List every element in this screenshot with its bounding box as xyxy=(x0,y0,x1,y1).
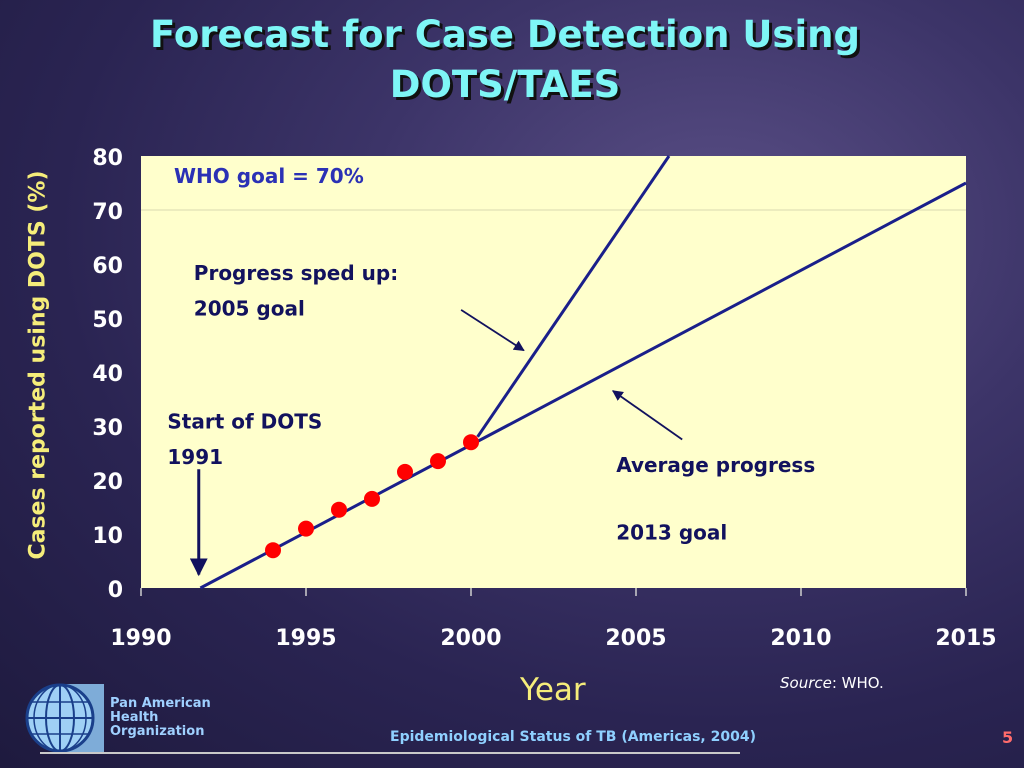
annotation-text: WHO goal = 70% xyxy=(174,164,364,188)
y-tick-label: 60 xyxy=(92,254,123,279)
org-line-3: Organization xyxy=(110,724,205,739)
plot-area xyxy=(141,156,966,588)
data-point xyxy=(298,520,314,537)
data-point xyxy=(397,463,413,480)
y-tick-label: 70 xyxy=(92,200,123,225)
page-number: 5 xyxy=(1002,728,1014,747)
org-line-1: Pan American xyxy=(110,696,211,711)
y-axis-label: Cases reported using DOTS (%) xyxy=(25,170,51,560)
source-note: Source: WHO. xyxy=(780,674,884,692)
annotation-text: 1991 xyxy=(167,445,223,469)
annotation-arrow xyxy=(612,390,683,441)
average-progress-line xyxy=(199,181,967,590)
y-tick-label: 0 xyxy=(108,578,123,603)
x-tick-label: 2010 xyxy=(770,626,831,651)
annotation-text: Start of DOTS xyxy=(167,410,322,434)
x-tick-label: 2000 xyxy=(440,626,501,651)
y-tick-label: 50 xyxy=(92,308,123,333)
annotation-arrow xyxy=(460,309,525,352)
paho-globe-logo xyxy=(25,683,104,754)
data-point xyxy=(364,490,380,507)
y-tick-label: 80 xyxy=(92,146,123,171)
slide-title: Forecast for Case Detection Using DOTS/T… xyxy=(0,10,1010,110)
y-tick-label: 20 xyxy=(92,470,123,495)
x-tick-label: 1990 xyxy=(110,626,171,651)
source-label: Source xyxy=(780,674,832,692)
data-point xyxy=(265,542,281,559)
organization-name: Pan American Health Organization xyxy=(110,697,211,739)
source-value: : WHO. xyxy=(831,674,884,692)
footer-divider xyxy=(40,752,740,754)
y-tick-label: 30 xyxy=(92,416,123,441)
x-tick-label: 2015 xyxy=(935,626,996,651)
x-axis-label: Year xyxy=(520,672,586,708)
annotation-text: 2013 goal xyxy=(616,520,727,544)
x-tick-label: 2005 xyxy=(605,626,666,651)
sped-up-progress-line xyxy=(476,155,671,438)
y-tick-label: 10 xyxy=(92,524,123,549)
data-point xyxy=(331,501,347,518)
data-point xyxy=(463,434,479,451)
y-tick-label: 40 xyxy=(92,362,123,387)
slide-title-line2: DOTS/TAES xyxy=(389,63,621,106)
slide-title-line1: Forecast for Case Detection Using xyxy=(150,13,860,56)
org-line-2: Health xyxy=(110,710,159,725)
data-point xyxy=(430,453,446,470)
x-tick-label: 1995 xyxy=(275,626,336,651)
annotation-text: 2005 goal xyxy=(194,296,305,320)
annotation-text: Progress sped up: xyxy=(194,261,398,285)
annotation-text: Average progress xyxy=(616,453,815,477)
footer-caption: Epidemiological Status of TB (Americas, … xyxy=(390,729,756,745)
